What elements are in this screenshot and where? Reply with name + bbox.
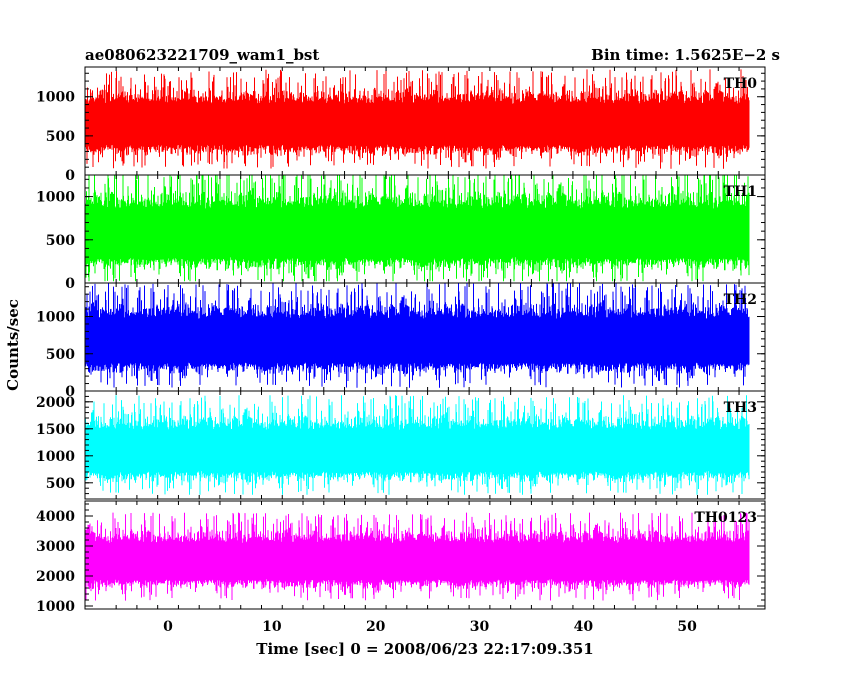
x-axis-label: Time [sec] 0 = 2008/06/23 22:17:09.351 [256,640,593,658]
y-tick-label: 0 [65,276,75,292]
y-tick-label: 0 [65,384,75,400]
y-tick-label: 1000 [36,190,75,206]
y-tick-label: 0 [65,168,75,184]
x-tick-label: 50 [677,619,697,635]
x-axis: 0 10 20 30 40 50 [163,619,697,635]
panel-th0123: 1000 2000 3000 4000 TH0123 [36,500,766,615]
y-tick-label: 2000 [36,569,75,585]
panel-label-th0123: TH0123 [694,510,757,526]
y-tick-label: 500 [46,233,75,249]
x-tick-label: 40 [574,619,594,635]
y-tick-label: 1000 [36,599,75,615]
y-tick-label: 1000 [36,310,75,326]
y-tick-label: 1500 [36,422,75,438]
x-tick-label: 10 [262,619,282,635]
y-tick-label: 3000 [36,539,75,555]
panel-label-th3: TH3 [724,400,757,416]
panel-th2: 0 500 1000 TH2 [36,282,766,400]
x-tick-label: 30 [470,619,490,635]
bin-time-label: Bin time: 1.5625E−2 s [591,46,780,64]
panel-label-th0: TH0 [724,76,758,92]
series-trace-th3 [85,395,750,495]
series-trace-th0123 [85,512,750,601]
panel-label-th1: TH1 [724,184,757,200]
y-tick-label: 4000 [36,509,75,525]
y-tick-label: 1000 [36,90,75,106]
y-tick-label: 1000 [36,449,75,465]
panel-th0: 0 500 1000 TH0 [36,66,766,184]
y-tick-label: 2000 [36,395,75,411]
series-trace-th0 [85,69,750,169]
plot-title: ae080623221709_wam1_bst [85,46,319,64]
y-tick-label: 500 [46,476,75,492]
panel-th1: 0 500 1000 TH1 [36,174,766,292]
panel-frame [84,500,766,610]
panel-label-th2: TH2 [724,292,757,308]
panel-th3: 500 1000 1500 2000 TH3 [36,390,766,500]
x-tick-label: 0 [163,619,173,635]
y-tick-label: 500 [46,129,75,145]
series-trace-th2 [85,283,750,388]
y-tick-label: 500 [46,347,75,363]
panels-group: 0 500 1000 TH0 0 500 1000 TH1 0 500 1000 TH2 500 1000… [36,66,766,615]
series-trace-th1 [85,175,750,282]
y-axis-label: Counts/sec [4,299,22,391]
x-tick-label: 20 [366,619,386,635]
